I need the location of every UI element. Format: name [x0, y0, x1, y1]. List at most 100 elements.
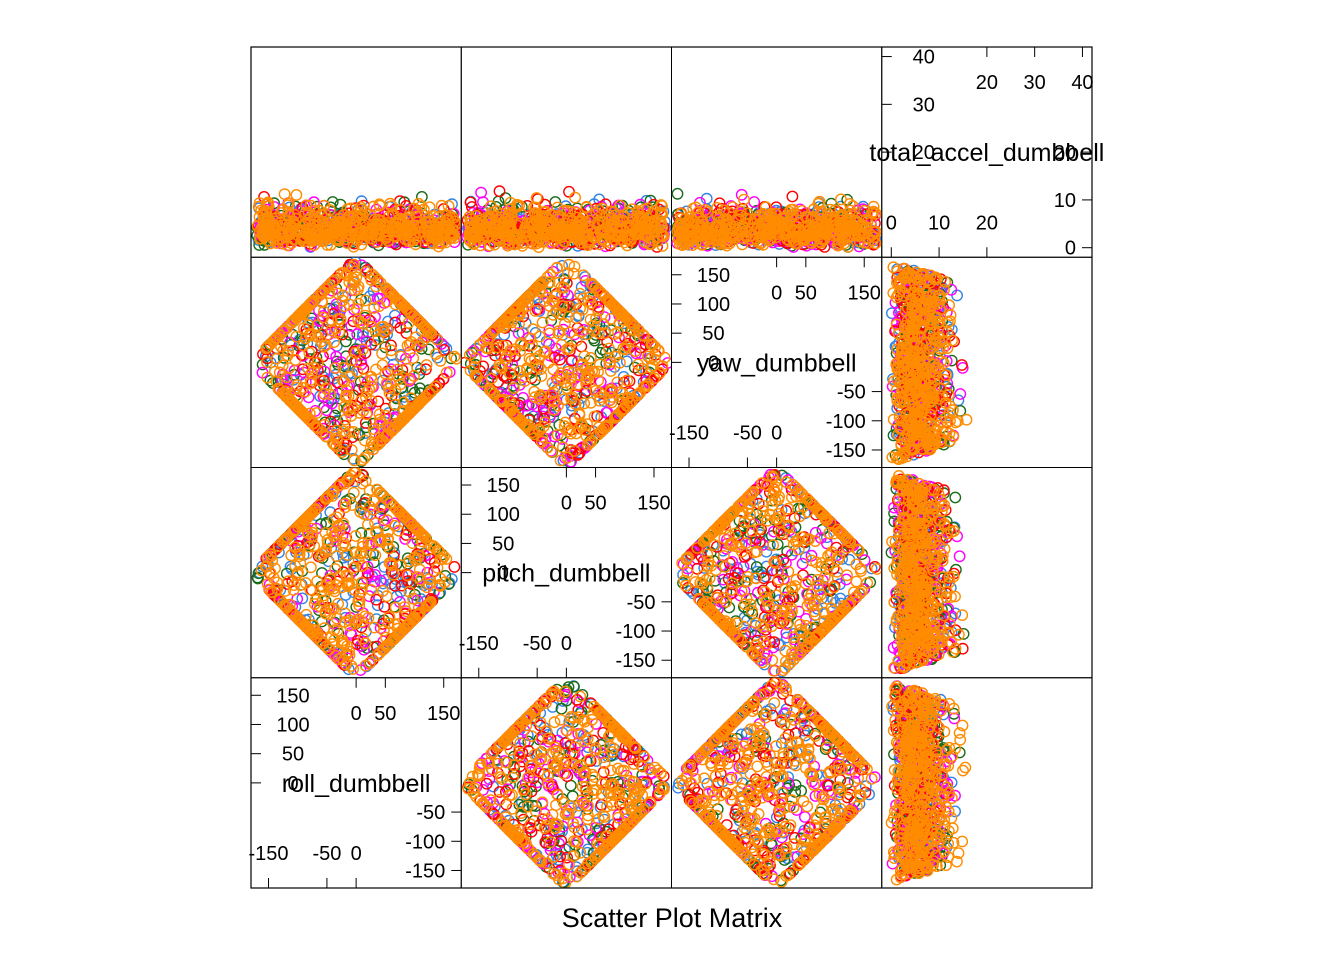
data-point — [529, 391, 541, 404]
data-point — [535, 363, 547, 375]
data-point — [658, 351, 671, 364]
data-point — [542, 356, 555, 369]
data-point — [282, 206, 295, 218]
data-point — [282, 223, 295, 236]
data-point — [404, 235, 416, 248]
data-point — [604, 365, 617, 377]
data-point — [383, 386, 396, 399]
data-point — [583, 436, 596, 449]
data-point — [521, 399, 533, 412]
data-point — [373, 300, 386, 312]
data-point — [257, 219, 270, 232]
data-point — [354, 316, 366, 329]
data-point — [281, 199, 294, 212]
data-point — [518, 375, 531, 387]
data-point — [585, 396, 597, 409]
panel-pitch_dumbbell-vs-yaw_dumbbell — [460, 256, 672, 468]
data-point — [422, 324, 434, 337]
data-point — [567, 267, 580, 280]
data-point — [339, 428, 352, 441]
data-point — [572, 216, 585, 229]
data-point — [379, 409, 392, 422]
data-point — [465, 231, 478, 244]
data-point — [290, 188, 303, 201]
data-point — [518, 418, 531, 431]
data-point — [477, 232, 490, 245]
data-point — [754, 230, 767, 243]
point-cloud — [671, 187, 882, 253]
data-point — [338, 375, 351, 388]
data-point — [747, 217, 760, 230]
data-point — [496, 339, 509, 352]
data-point — [348, 258, 361, 271]
data-point — [322, 229, 335, 242]
data-point — [273, 383, 286, 396]
data-point — [289, 399, 302, 412]
data-point — [309, 404, 322, 417]
data-point — [582, 239, 594, 252]
panel-yaw_dumbbell-vs-total_accel_dumbbell — [671, 46, 883, 258]
data-point — [494, 361, 507, 373]
data-point — [336, 328, 349, 341]
data-point — [343, 425, 356, 438]
data-point — [786, 203, 799, 216]
data-point — [464, 196, 477, 209]
data-point — [325, 315, 338, 327]
data-point — [331, 434, 343, 447]
data-point — [504, 196, 517, 209]
data-point — [655, 199, 667, 211]
data-point — [842, 240, 855, 253]
data-point — [531, 281, 544, 294]
data-point — [723, 206, 735, 219]
data-point — [366, 268, 379, 281]
data-point — [537, 275, 550, 288]
data-point — [408, 369, 420, 382]
data-point — [415, 342, 428, 355]
data-point — [274, 216, 287, 229]
data-point — [546, 376, 559, 389]
data-point — [651, 234, 664, 247]
data-point — [435, 199, 448, 212]
data-point — [564, 326, 576, 339]
panel-total_accel_dumbbell-vs-yaw_dumbbell — [881, 256, 1093, 468]
data-point — [348, 276, 361, 289]
data-point — [562, 422, 575, 435]
data-point — [609, 411, 622, 424]
data-point — [565, 354, 578, 367]
data-point — [373, 413, 386, 426]
data-point — [321, 221, 334, 234]
data-point — [551, 201, 564, 214]
data-point — [493, 185, 506, 198]
data-point — [626, 318, 639, 331]
data-point — [640, 380, 653, 393]
data-point — [486, 386, 499, 399]
data-point — [838, 230, 851, 243]
data-point — [296, 381, 309, 394]
data-point — [633, 387, 645, 400]
data-point — [270, 331, 283, 344]
data-point — [617, 313, 629, 326]
data-point — [285, 396, 298, 408]
data-point — [260, 342, 273, 355]
data-point — [448, 350, 461, 363]
data-point — [652, 367, 665, 380]
data-point — [642, 350, 654, 363]
data-point — [593, 238, 606, 251]
data-point — [561, 227, 574, 240]
data-point — [553, 222, 566, 235]
data-point — [566, 366, 579, 379]
data-point — [610, 410, 623, 423]
data-point — [590, 312, 602, 325]
data-point — [605, 396, 618, 409]
data-point — [477, 196, 489, 209]
data-point — [475, 186, 487, 199]
data-point — [507, 407, 520, 420]
data-point — [370, 363, 382, 376]
data-point — [368, 426, 381, 439]
data-point — [556, 300, 569, 312]
data-point — [596, 215, 609, 228]
data-point — [603, 342, 615, 355]
data-point — [381, 323, 394, 336]
data-point — [372, 395, 385, 408]
data-point — [395, 224, 408, 237]
